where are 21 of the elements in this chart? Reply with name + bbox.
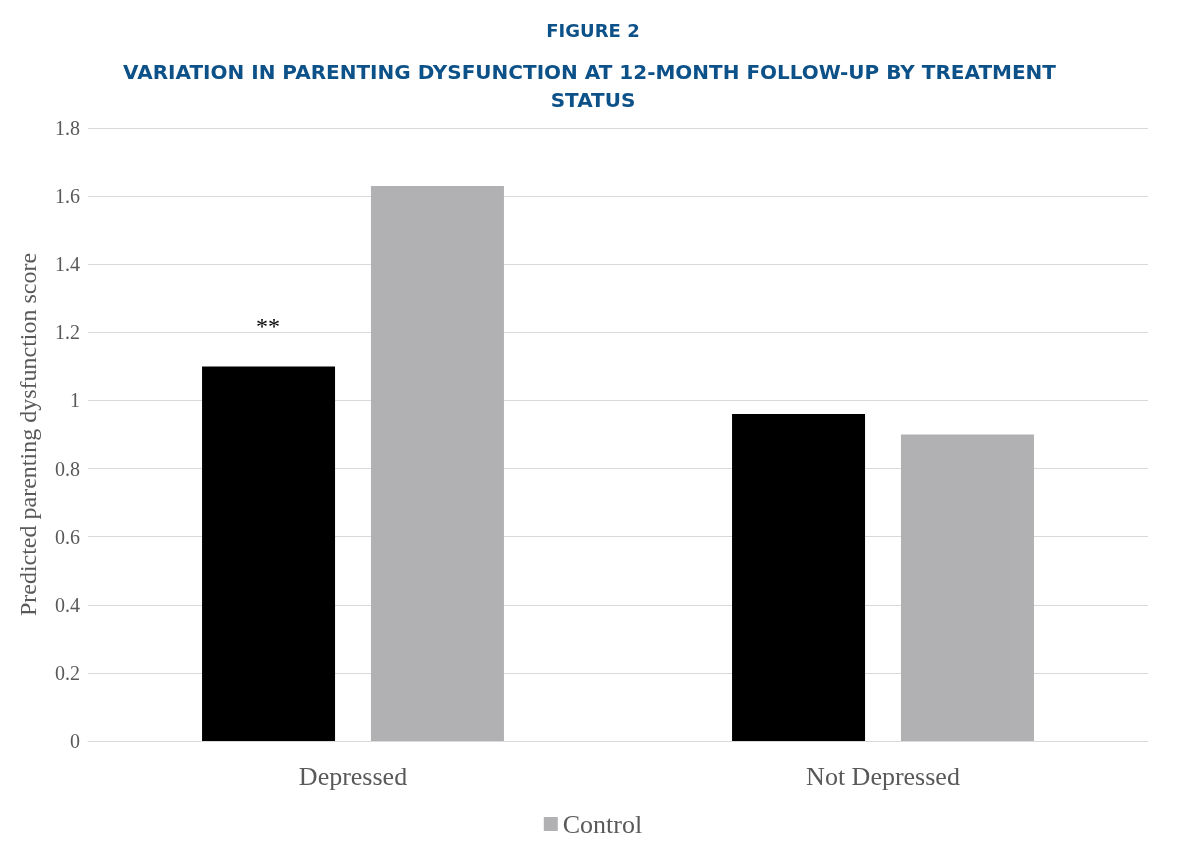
y-tick-label: 0.4 (55, 593, 80, 616)
y-tick-label: 1 (70, 389, 80, 412)
bar (370, 185, 504, 741)
y-tick-label: 0 (70, 730, 80, 752)
x-tick-label: Not Depressed (806, 761, 960, 791)
bar (900, 434, 1034, 741)
chart-subtitle: VARIATION IN PARENTING DYSFUNCTION AT 12-MONTH FOLLOW-UP BY TREATMENT STATUS (123, 60, 1063, 112)
x-tick-label: Depressed (298, 761, 408, 791)
bar (202, 366, 336, 741)
bar (732, 414, 866, 741)
chart-title: FIGURE 2 (546, 19, 640, 41)
legend-label: Control (562, 809, 643, 839)
annotation: ** (256, 313, 280, 340)
y-tick-label: 1.4 (55, 253, 80, 276)
y-tick-label: 1.8 (55, 117, 80, 139)
y-tick-label: 1.6 (55, 185, 80, 208)
y-tick-label: 1.2 (55, 321, 80, 344)
y-tick-label: 0.8 (55, 457, 80, 480)
y-tick-label: 0.6 (55, 525, 80, 548)
y-tick-label: 0.2 (55, 661, 80, 684)
y-axis-title: Predicted parenting dysfunction score (15, 252, 41, 617)
